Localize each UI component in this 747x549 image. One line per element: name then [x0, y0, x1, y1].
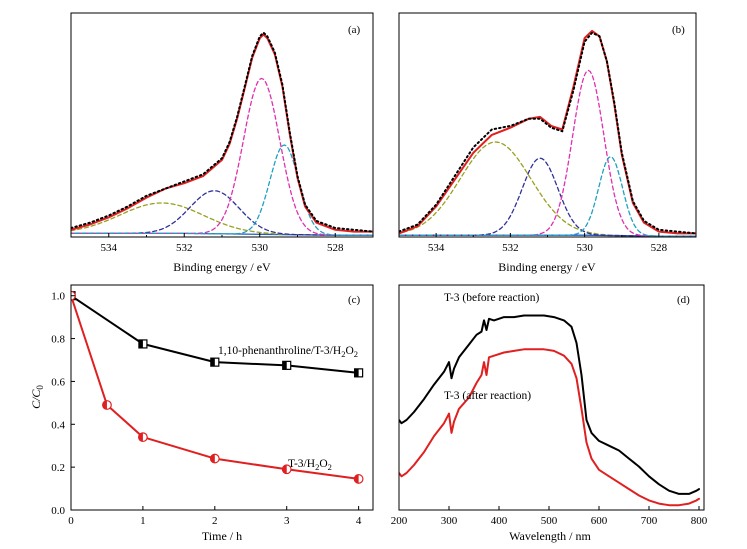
panel-d-xtick-label: 300	[441, 515, 458, 527]
panel-a-xtick-label: 530	[252, 242, 269, 254]
panel-b-xtick-label: 534	[428, 242, 445, 254]
panel-b: 534 532 530 528 (b) Binding energy / eV	[398, 12, 697, 274]
panel-c-ytick-label: 1.0	[51, 291, 65, 303]
panel-a-series-experimental-1	[71, 31, 373, 233]
panel-c-ytick-label: 0.6	[51, 376, 65, 388]
panel-d-xtick-label: 400	[491, 515, 508, 527]
panel-d-ticks: 200 300 400 500 600 700 800	[391, 506, 708, 527]
panel-c-ytick-label: 0.2	[51, 462, 65, 474]
panel-c-xlabel: Time / h	[202, 529, 242, 543]
panel-a: 534 532 530 528 (a) Binding energy / eV	[70, 12, 374, 274]
panel-c-series-b-sub2: 2	[328, 462, 332, 472]
panel-a-xtick-label: 532	[176, 242, 193, 254]
panel-c-plot-area	[71, 290, 364, 484]
panel-c-marker	[353, 474, 364, 484]
panel-d-xtick-label: 600	[591, 515, 608, 527]
panel-c-series-b-sub1: 2	[315, 462, 319, 472]
panel-c-frame	[70, 284, 374, 511]
panel-c-series-a-sub2: 2	[354, 349, 358, 359]
panel-d-series-line-1	[399, 348, 700, 507]
panel-c-series-a-label: 1,10-phenanthroline/T-3/H2O2	[218, 345, 358, 359]
panel-a-tag: (a)	[348, 24, 361, 36]
panel-a-xtick-label: 534	[101, 242, 118, 254]
panel-c-xtick-label: 4	[356, 515, 362, 527]
panel-c-ticks: 0 1 2 3 4 0.0 0.2 0.4 0.6 0.8 1.0	[51, 291, 362, 527]
panel-c-ytick-label: 0.4	[51, 419, 65, 431]
panel-c-ytick-label: 0.8	[51, 334, 65, 346]
panel-c-marker	[210, 357, 220, 367]
panel-d-xtick-label: 200	[391, 515, 408, 527]
panel-b-series-experimental-1	[399, 31, 696, 235]
panel-c-series-line-1	[71, 294, 360, 480]
panel-c-ylabel: C/C0	[29, 385, 45, 409]
panel-d: 200 300 400 500 600 700 800 (d) Wavelength / n…	[391, 284, 708, 543]
panel-c-marker	[138, 432, 148, 443]
panel-a-ticks: 534 532 530 528	[70, 233, 374, 254]
panel-c-ytick-label: 0.0	[51, 505, 65, 517]
panel-b-xtick-label: 532	[502, 242, 519, 254]
panel-b-ticks: 534 532 530 528	[398, 233, 697, 254]
panel-d-xtick-label: 800	[691, 515, 708, 527]
panel-c-series-a-prefix: 1,10-phenanthroline/T-3/H	[218, 345, 341, 357]
panel-b-series-envelope-0	[399, 29, 696, 235]
panel-c-marker	[102, 400, 112, 410]
panel-c-xtick-label: 2	[212, 515, 218, 527]
panel-b-xtick-label: 528	[651, 242, 668, 254]
panel-d-series-after-label: T-3 (after reaction)	[444, 390, 531, 402]
panel-d-xlabel: Wavelength / nm	[509, 529, 591, 543]
panel-b-tag: (b)	[672, 24, 685, 36]
panel-d-xtick-label: 700	[641, 515, 658, 527]
panel-b-xlabel: Binding energy / eV	[498, 260, 596, 274]
panel-d-xtick-label: 500	[541, 515, 558, 527]
panel-a-plot-area	[71, 31, 373, 236]
panel-a-xtick-label: 528	[327, 242, 344, 254]
panel-d-series-line-0	[399, 314, 700, 495]
panel-c-series-b-label: T-3/H2O2	[288, 458, 332, 472]
panel-a-series-component-5	[71, 144, 373, 236]
panel-c-series-a-sub1: 2	[341, 349, 345, 359]
panel-c-marker	[282, 360, 292, 370]
panel-c-marker	[138, 339, 148, 349]
panel-c-ylabel-main: C/C	[29, 389, 43, 409]
panel-c-tag: (c)	[348, 294, 361, 306]
panel-c-marker	[354, 368, 364, 378]
panel-c-xtick-label: 0	[68, 515, 74, 527]
panel-c-series-a-o: O	[345, 345, 353, 357]
panel-c-marker	[281, 464, 292, 475]
panel-c-xtick-label: 3	[284, 515, 290, 527]
panel-a-xlabel: Binding energy / eV	[173, 260, 271, 274]
panel-c-series-b-o: O	[319, 458, 327, 470]
panel-d-tag: (d)	[677, 294, 690, 306]
panel-c-xtick-label: 1	[140, 515, 146, 527]
panel-c: 0 1 2 3 4 0.0 0.2 0.4 0.6 0.8 1.0 (c) Time / h C/C…	[29, 284, 374, 543]
panel-c-marker	[209, 453, 220, 464]
panel-d-plot-area	[399, 314, 700, 507]
panel-d-frame	[398, 284, 705, 511]
panel-d-series-before-label: T-3 (before reaction)	[444, 292, 540, 304]
panel-c-ylabel-sub: 0	[35, 385, 45, 390]
panel-b-xtick-label: 530	[576, 242, 593, 254]
panel-c-series-b-prefix: T-3/H	[288, 458, 315, 470]
panel-b-series-component-4	[399, 69, 696, 237]
panel-a-series-envelope-0	[71, 33, 373, 233]
